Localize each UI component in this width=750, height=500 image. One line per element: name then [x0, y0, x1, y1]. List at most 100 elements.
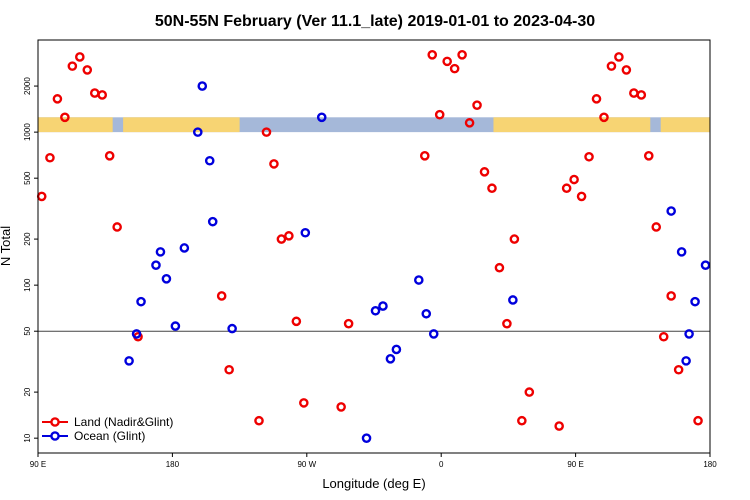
ocean-point — [300, 227, 311, 238]
x-tick-label: 90 E — [30, 460, 46, 469]
land-point — [112, 222, 122, 232]
land-point — [554, 421, 564, 431]
land-point — [643, 151, 654, 161]
land-point — [561, 183, 572, 194]
y-tick-label: 50 — [23, 326, 32, 335]
land-point — [419, 151, 430, 161]
y-tick-label: 2000 — [23, 77, 32, 95]
ocean-point — [378, 301, 388, 311]
land-point — [479, 167, 490, 177]
land-point — [636, 90, 647, 100]
ocean-point — [124, 356, 134, 366]
ocean-point — [316, 112, 327, 123]
ocean-point — [413, 275, 424, 285]
land-point — [457, 50, 467, 60]
y-tick-label: 1000 — [23, 123, 32, 141]
ocean-point — [428, 329, 439, 339]
land-band — [38, 117, 113, 133]
land-point — [524, 387, 535, 397]
land-point — [651, 222, 662, 232]
land-point — [629, 88, 639, 98]
x-tick-label: 0 — [439, 460, 444, 469]
y-axis-label: N Total — [0, 226, 13, 266]
land-point — [472, 100, 482, 110]
land-point — [434, 109, 445, 120]
land-point — [606, 61, 617, 71]
surface-band — [38, 117, 710, 133]
land-band — [660, 117, 710, 133]
x-axis-label: Longitude (deg E) — [322, 476, 425, 491]
land-point — [299, 398, 309, 408]
ocean-point — [204, 155, 215, 166]
land-point — [45, 152, 55, 163]
land-band — [123, 117, 240, 133]
land-point — [343, 318, 354, 329]
land-point — [673, 364, 684, 375]
legend: Land (Nadir&Glint) Ocean (Glint) — [42, 415, 173, 443]
ocean-point — [385, 354, 396, 364]
chart-title: 50N-55N February (Ver 11.1_late) 2019-01… — [155, 13, 595, 30]
y-tick-label: 500 — [23, 171, 32, 185]
land-point — [291, 316, 302, 327]
land-point — [224, 364, 234, 375]
x-tick-label: 90 E — [567, 460, 583, 469]
land-point — [82, 65, 93, 75]
ocean-point — [179, 243, 190, 253]
legend-label-land: Land (Nadir&Glint) — [74, 415, 173, 429]
land-point — [89, 88, 100, 98]
ocean-point — [681, 356, 691, 366]
y-tick-label: 200 — [23, 232, 32, 246]
ocean-point — [155, 247, 166, 257]
land-point — [36, 191, 47, 202]
land-point — [584, 151, 594, 162]
land-point — [502, 318, 512, 329]
land-point — [449, 63, 460, 74]
land-point — [599, 112, 609, 123]
land-point — [464, 118, 475, 128]
ocean-point — [131, 329, 142, 339]
x-tick-label: 180 — [166, 460, 180, 469]
land-point — [517, 415, 527, 426]
legend-marker-ocean — [50, 431, 60, 441]
ocean-point — [161, 274, 172, 284]
ocean-point — [227, 323, 237, 334]
land-band — [493, 117, 651, 133]
ocean-point — [361, 433, 372, 443]
land-point — [336, 402, 346, 412]
land-point — [487, 183, 497, 194]
ocean-point — [192, 127, 203, 137]
land-point — [442, 56, 452, 67]
land-point — [427, 50, 438, 60]
land-point — [614, 52, 624, 62]
legend-marker-land — [50, 417, 60, 427]
ocean-point — [207, 216, 218, 227]
plot-frame — [37, 39, 711, 454]
x-tick-label: 90 W — [297, 460, 316, 469]
ocean-point — [151, 260, 161, 271]
land-point — [261, 127, 272, 137]
y-tick-label: 10 — [23, 433, 32, 442]
land-point — [60, 112, 70, 123]
ocean-point — [136, 296, 146, 307]
land-point — [67, 61, 78, 71]
y-tick-label: 20 — [23, 387, 32, 396]
ocean-point — [391, 344, 402, 355]
land-point — [97, 90, 108, 100]
ocean-point — [676, 247, 687, 257]
land-point — [254, 415, 264, 426]
land-point — [276, 234, 287, 244]
ocean-point — [197, 81, 208, 91]
land-point — [269, 159, 279, 169]
legend-label-ocean: Ocean (Glint) — [74, 429, 145, 443]
ocean-point — [421, 308, 432, 319]
land-point — [569, 174, 579, 185]
land-point — [75, 52, 85, 62]
ocean-point — [370, 305, 381, 316]
land-point — [621, 65, 632, 75]
ocean-point — [666, 206, 676, 216]
x-tick-label: 180 — [703, 460, 717, 469]
land-point — [284, 231, 294, 241]
land-point — [666, 291, 676, 301]
ocean-point — [700, 260, 711, 271]
y-tick-label: 100 — [23, 278, 32, 292]
